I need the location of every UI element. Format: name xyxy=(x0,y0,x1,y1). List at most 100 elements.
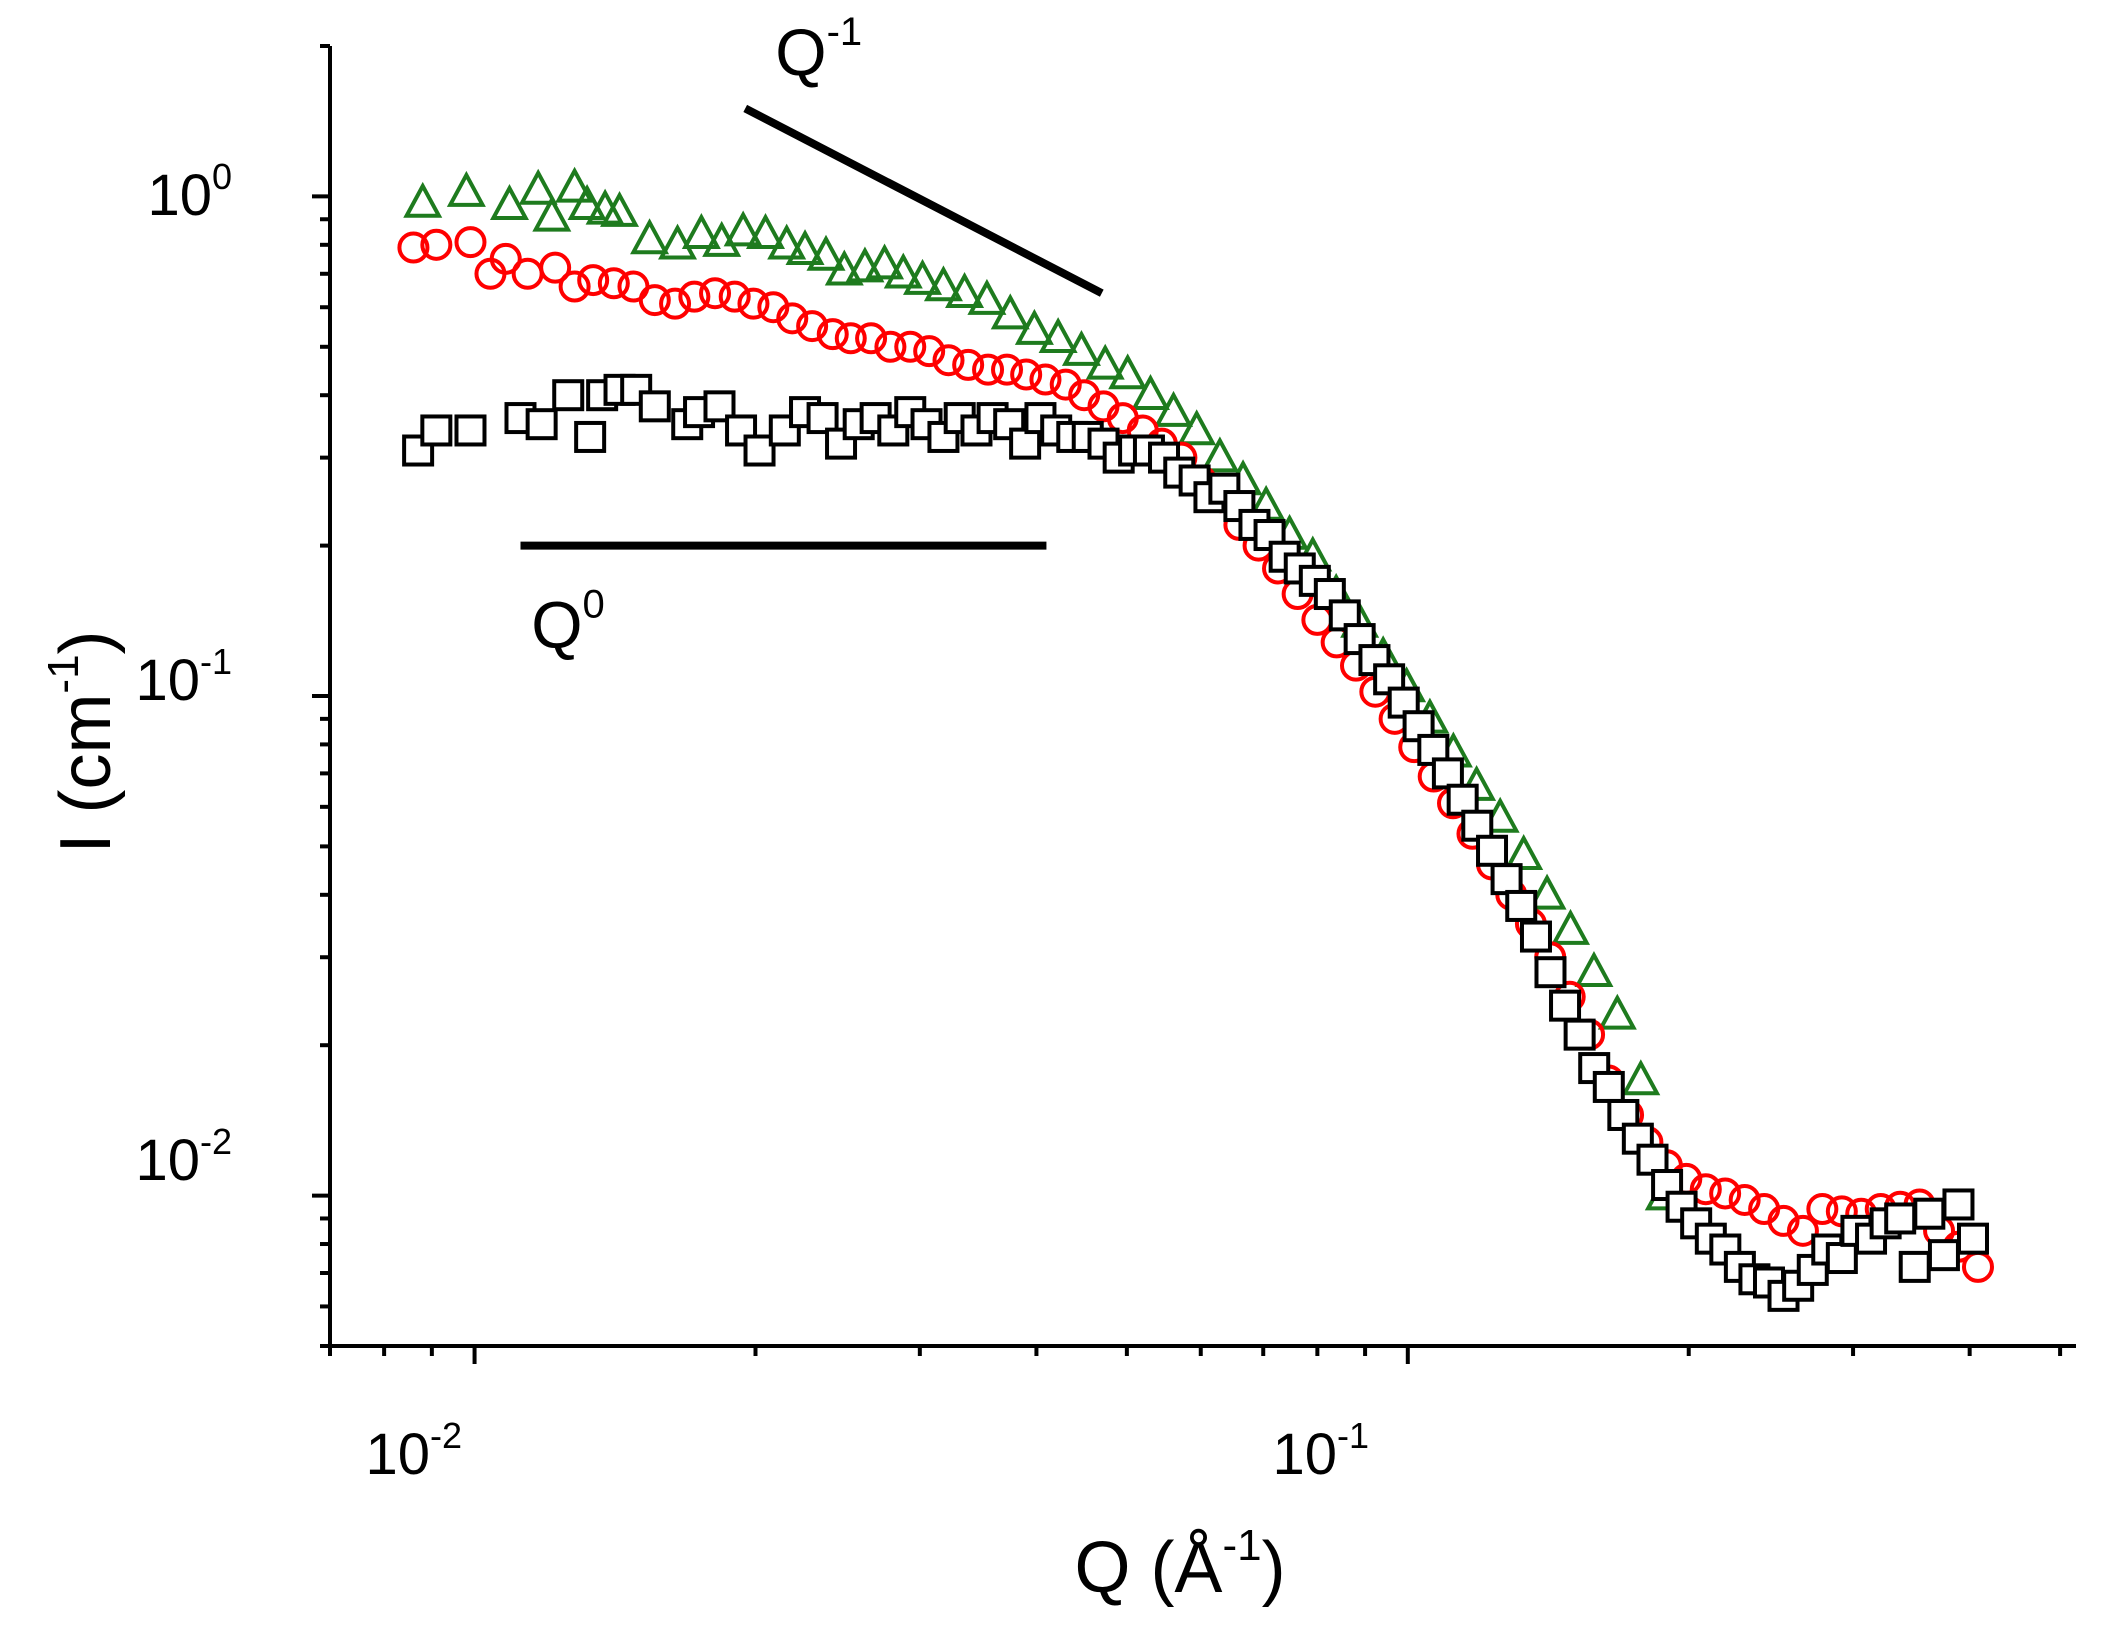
square-point xyxy=(806,402,839,435)
triangle-point xyxy=(1621,1059,1661,1096)
square-point xyxy=(552,379,585,412)
circle-point xyxy=(699,277,732,310)
square-point xyxy=(1534,956,1567,989)
triangle-point xyxy=(945,272,985,308)
triangle-point xyxy=(1527,873,1567,910)
triangle-point xyxy=(723,210,763,247)
square-point xyxy=(1956,1222,1989,1255)
triangle-point xyxy=(1061,329,1101,366)
triangle-point xyxy=(1574,951,1614,987)
circle-point xyxy=(1728,1183,1761,1216)
square-point xyxy=(1519,920,1552,953)
circle-point xyxy=(454,226,487,259)
triangle-point xyxy=(1130,374,1170,410)
circle-point xyxy=(597,267,630,300)
square-point xyxy=(1825,1242,1858,1275)
square-point xyxy=(1563,1018,1596,1051)
triangle-point xyxy=(824,249,864,286)
square-point xyxy=(1942,1188,1975,1221)
square-point xyxy=(1927,1239,1960,1272)
square-point xyxy=(1913,1197,1946,1230)
triangle-point xyxy=(600,190,640,227)
circle-point xyxy=(577,264,610,297)
square-point xyxy=(525,408,558,441)
square-point xyxy=(1505,889,1538,922)
triangle-point xyxy=(555,166,595,203)
triangle-point xyxy=(990,293,1030,330)
square-point xyxy=(703,390,736,423)
circle-point xyxy=(991,353,1024,386)
y-tick-labels: 100 10-1 10-2 xyxy=(135,156,232,1193)
triangle-point xyxy=(567,184,607,221)
circle-point xyxy=(834,322,867,355)
circle-point xyxy=(1806,1193,1839,1226)
circle-point xyxy=(932,344,965,377)
triangle-point xyxy=(745,213,786,249)
triangle-point xyxy=(767,223,807,260)
x-minor-ticks xyxy=(328,1346,2063,1364)
triangle-point xyxy=(681,213,721,249)
y-axis-title: I (cm-1) xyxy=(39,630,126,853)
square-point xyxy=(1592,1070,1625,1103)
square-point xyxy=(1884,1202,1917,1235)
triangle-point xyxy=(1014,308,1054,345)
circle-point xyxy=(638,284,671,317)
circle-point xyxy=(558,270,591,303)
circle-point xyxy=(737,287,770,320)
q-minus-one-label: Q-1 xyxy=(775,10,862,89)
circle-point xyxy=(796,310,829,343)
square-point xyxy=(638,390,671,423)
triangle-point xyxy=(903,258,943,295)
x-tick-labels: 10-2 10-1 xyxy=(365,1415,1369,1487)
square-point xyxy=(1549,989,1582,1022)
triangle-point xyxy=(1504,834,1544,871)
triangle-point xyxy=(1177,409,1217,446)
triangle-point xyxy=(785,229,825,266)
square-point xyxy=(454,414,487,447)
circle-point xyxy=(1767,1204,1800,1237)
series-squares xyxy=(402,373,1989,1312)
circle-point xyxy=(816,318,849,351)
triangle-point xyxy=(923,265,963,302)
y-minor-ticks xyxy=(312,44,330,1348)
triangle-point xyxy=(1108,353,1148,390)
circle-point xyxy=(718,280,751,313)
circle-point xyxy=(1709,1177,1742,1210)
triangle-point xyxy=(1550,908,1591,945)
square-point xyxy=(1431,757,1464,790)
x-axis-title: Q (Å-1) xyxy=(1074,1521,1285,1608)
axes xyxy=(312,44,2076,1364)
circle-point xyxy=(855,322,888,355)
square-point xyxy=(927,420,960,453)
circle-point xyxy=(1010,358,1043,391)
circle-point xyxy=(894,330,927,363)
q-zero-label: Q0 xyxy=(531,583,605,662)
triangle-point xyxy=(630,218,670,255)
y-tick-label-1: 100 xyxy=(147,156,232,228)
square-point xyxy=(768,414,801,447)
triangle-point xyxy=(532,195,572,232)
square-point xyxy=(1898,1250,1931,1283)
circle-point xyxy=(972,353,1005,386)
circle-point xyxy=(489,242,522,275)
data-series xyxy=(397,166,1994,1312)
circle-point xyxy=(1029,363,1062,396)
square-point xyxy=(1446,783,1479,816)
x-tick-label-0.01: 10-2 xyxy=(365,1415,462,1487)
triangle-point xyxy=(518,168,558,205)
circle-point xyxy=(397,231,430,264)
triangle-point xyxy=(1200,436,1240,473)
y-tick-label-0.01: 10-2 xyxy=(135,1121,232,1193)
circle-point xyxy=(678,280,711,313)
triangle-point xyxy=(806,234,846,271)
triangle-point xyxy=(446,170,486,207)
circle-point xyxy=(952,348,985,381)
y-tick-label-0.1: 10-1 xyxy=(135,641,232,713)
circle-point xyxy=(913,335,946,368)
circle-point xyxy=(1689,1173,1722,1206)
circle-point xyxy=(776,302,809,335)
circle-point xyxy=(539,251,572,284)
triangle-point xyxy=(1597,993,1637,1030)
